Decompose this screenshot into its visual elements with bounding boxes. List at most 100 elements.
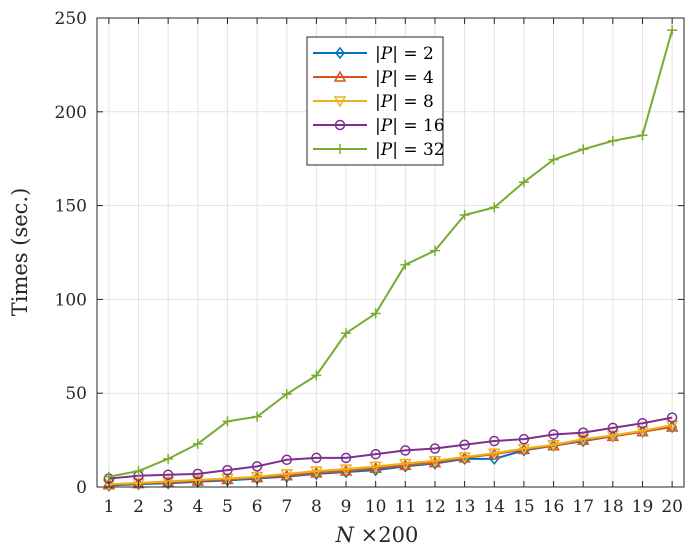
legend-marker — [334, 119, 346, 131]
series-line — [108, 29, 674, 478]
legend-marker — [333, 70, 347, 82]
data-point — [400, 259, 411, 270]
data-point — [637, 130, 648, 141]
data-point — [340, 452, 352, 464]
data-point — [518, 177, 529, 188]
data-point — [518, 433, 530, 445]
y-tick-label: 0 — [76, 478, 87, 498]
data-point — [548, 154, 559, 165]
data-point — [487, 448, 501, 460]
tick-labels: 1 2 3 4 5 6 7 8 9 10 11 12 13 14 15 16 17 18 19 20050100150… — [55, 9, 683, 517]
data-point — [578, 144, 589, 155]
y-tick-label: 200 — [55, 103, 87, 123]
data-point — [667, 25, 678, 36]
data-point — [133, 466, 144, 477]
x-tick-label: 2 — [133, 497, 144, 517]
legend-marker — [335, 144, 345, 154]
data-point — [191, 475, 205, 487]
data-point — [429, 443, 441, 454]
data-point — [637, 417, 648, 429]
x-axis-label-rest: ×200 — [354, 523, 418, 547]
x-tick-label: 4 — [192, 497, 203, 517]
legend-item: |P| = 32 — [313, 140, 445, 160]
data-point — [399, 458, 412, 471]
legend-item: |P| = 4 — [313, 68, 434, 88]
x-axis-label: N ×200 — [335, 523, 419, 547]
data-point — [163, 453, 174, 464]
data-point — [310, 466, 323, 478]
data-point — [250, 471, 264, 484]
data-point — [311, 370, 322, 381]
data-point — [548, 429, 559, 440]
y-tick-label: 150 — [55, 197, 87, 217]
data-point — [281, 389, 292, 400]
x-tick-label: 11 — [395, 497, 417, 517]
data-point — [252, 411, 263, 422]
data-point — [459, 209, 470, 220]
x-tick-label: 17 — [572, 497, 594, 517]
axes-box — [96, 17, 685, 488]
data-point — [577, 427, 589, 438]
data-point — [251, 461, 263, 472]
y-tick-label: 250 — [55, 9, 87, 29]
data-point — [607, 422, 619, 434]
data-point — [517, 443, 531, 456]
legend-label: |P| = 32 — [375, 140, 445, 160]
x-tick-label: 10 — [365, 497, 387, 517]
legend-label: |P| = 2 — [375, 44, 434, 64]
series-8 — [102, 420, 679, 491]
data-point — [665, 420, 679, 432]
legend-marker — [333, 96, 347, 108]
x-tick-label: 3 — [163, 497, 174, 517]
data-point — [222, 416, 233, 427]
data-point — [370, 448, 381, 460]
data-point — [400, 445, 411, 456]
data-point — [339, 464, 353, 476]
data-point — [489, 435, 500, 447]
data-point — [458, 452, 471, 464]
legend-label: |P| = 4 — [375, 68, 434, 88]
x-tick-label: 6 — [252, 497, 263, 517]
x-tick-label: 5 — [222, 497, 233, 517]
data-point — [489, 452, 500, 466]
x-tick-label: 1 — [103, 497, 114, 517]
x-tick-label: 9 — [341, 497, 352, 517]
data-point — [666, 412, 678, 423]
legend-item: |P| = 16 — [313, 116, 445, 136]
x-tick-label: 16 — [543, 497, 565, 517]
y-tick-label: 100 — [55, 290, 87, 310]
data-point — [459, 439, 470, 451]
series-line — [108, 424, 673, 486]
axes — [96, 17, 685, 488]
data-point — [103, 471, 114, 482]
y-axis-label: Times (sec.) — [8, 188, 32, 317]
x-tick-label: 15 — [513, 497, 535, 517]
data-point — [161, 476, 175, 488]
data-point — [370, 308, 381, 319]
data-point — [606, 430, 620, 442]
data-point — [429, 245, 440, 256]
legend-item: |P| = 8 — [313, 92, 434, 112]
x-tick-label: 8 — [311, 497, 322, 517]
data-point — [192, 438, 203, 449]
x-tick-label: 14 — [483, 497, 505, 517]
x-tick-label: 13 — [454, 497, 476, 517]
data-point — [636, 425, 649, 438]
data-point — [428, 455, 442, 468]
x-tick-label: 12 — [424, 497, 446, 517]
data-point — [132, 478, 145, 490]
data-point — [576, 434, 590, 446]
data-point — [280, 469, 294, 481]
x-tick-label: 19 — [632, 497, 654, 517]
y-tick-label: 50 — [65, 384, 87, 404]
data-point — [341, 328, 352, 339]
data-point — [192, 468, 204, 480]
legend-item: |P| = 2 — [313, 44, 434, 64]
series-32 — [103, 25, 678, 482]
data-point — [489, 202, 500, 213]
legend-label: |P| = 16 — [375, 116, 445, 136]
x-tick-label: 20 — [661, 497, 683, 517]
data-point — [222, 464, 233, 476]
legend-marker — [335, 46, 345, 60]
data-point — [369, 461, 382, 473]
